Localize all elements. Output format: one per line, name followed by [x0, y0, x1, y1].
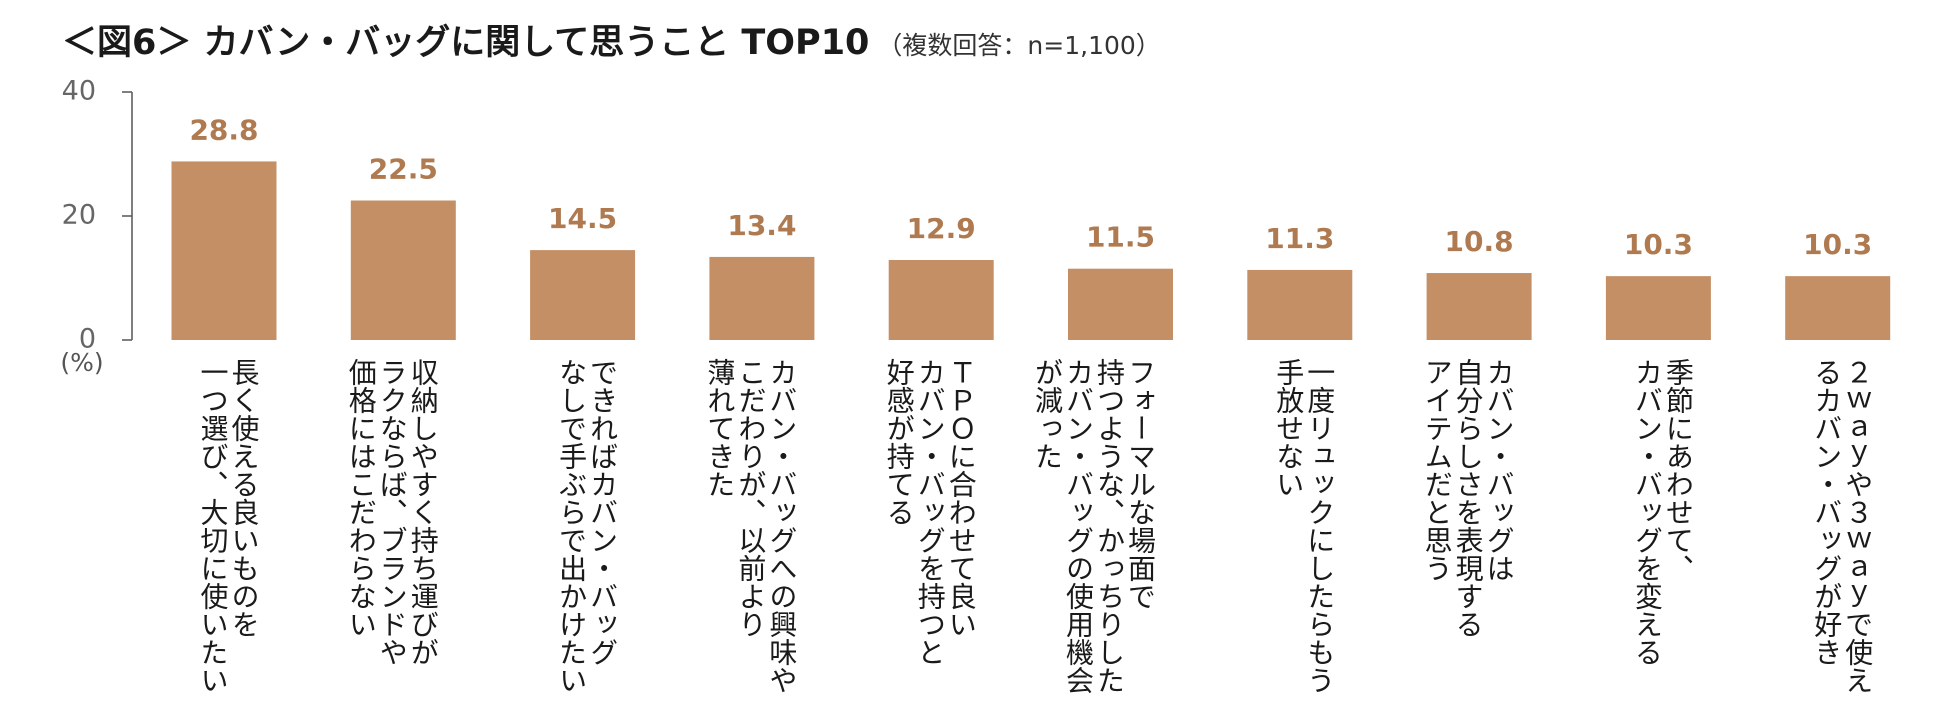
bar [1247, 269, 1353, 340]
category-label: 自分らしさを表現する [1452, 358, 1485, 638]
category-label: 収納しやすく持ち運びが [407, 358, 440, 666]
category-label: 季節にあわせて、 [1662, 358, 1695, 582]
value-label: 12.9 [907, 212, 976, 245]
category-label: こだわりが、以前より [734, 358, 767, 638]
y-axis-unit: (%) [60, 348, 103, 377]
bar [709, 256, 815, 340]
value-label: 10.8 [1445, 225, 1514, 258]
category-label: るカバン・バッグが好き [1810, 358, 1843, 666]
chart-title-main: ＜図6＞ カバン・バッグに関して思うこと TOP10 [62, 23, 870, 63]
category-label: できればカバン・バッグ [586, 358, 619, 666]
value-label: 11.3 [1265, 222, 1334, 255]
value-label: 28.8 [189, 113, 258, 146]
category-label: 好感が持てる [883, 358, 916, 526]
category-label: ＴＰＯに合わせて良い [945, 358, 978, 638]
value-label: 13.4 [727, 209, 796, 242]
value-label: 22.5 [369, 153, 438, 186]
chart-title-sub: （複数回答：n=1,100） [877, 31, 1161, 60]
category-label: 一つ選び、大切に使いたい [197, 358, 230, 694]
category-label: カバン・バッグを変える [1631, 358, 1664, 666]
category-label: ラクならば、ブランドや [376, 358, 409, 666]
bars [171, 161, 1891, 340]
y-tick-label: 20 [62, 200, 96, 231]
bar [1426, 273, 1532, 340]
value-label: 11.5 [1086, 221, 1155, 254]
bar [530, 250, 636, 340]
value-label: 10.3 [1624, 228, 1693, 261]
category-label: フォーマルな場面で [1124, 358, 1157, 610]
category-label: カバン・バッグへの興味や [765, 358, 798, 694]
y-axis: 0 20 40 (%) [60, 76, 133, 377]
category-label: が減った [1031, 358, 1064, 470]
category-label: 手放せない [1272, 358, 1305, 498]
y-tick-label: 40 [62, 76, 96, 107]
category-label: 持つような、かっちりした [1093, 358, 1126, 694]
bar [1605, 276, 1711, 340]
category-label: カバン・バッグの使用機会 [1062, 358, 1095, 694]
bar [1068, 268, 1173, 340]
bar [888, 260, 994, 340]
category-label: 長く使える良いものを [228, 358, 261, 638]
value-label: 10.3 [1803, 228, 1872, 261]
category-label: 一度リュックにしたらもう [1303, 358, 1336, 694]
bar [171, 161, 277, 340]
category-label: 価格にはこだわらない [345, 358, 378, 638]
bar [350, 200, 456, 340]
y-tick-label: 0 [79, 324, 96, 355]
bar [1785, 276, 1891, 340]
category-label: カバン・バッグを持つと [914, 358, 947, 666]
value-label: 14.5 [548, 202, 617, 235]
category-label: アイテムだと思う [1421, 358, 1454, 582]
category-label: ２ｗａｙや３ｗａｙで使え [1841, 358, 1874, 694]
category-label: なしで手ぶらで出かけたい [555, 358, 588, 694]
category-label: 薄れてきた [703, 358, 736, 498]
category-label: カバン・バッグは [1483, 358, 1516, 582]
chart-title: ＜図6＞ カバン・バッグに関して思うこと TOP10 （複数回答：n=1,100） [62, 14, 1161, 65]
value-labels: 28.8 22.5 14.5 13.4 12.9 11.5 11.3 10.8 10.3 10.3 [189, 113, 1872, 261]
